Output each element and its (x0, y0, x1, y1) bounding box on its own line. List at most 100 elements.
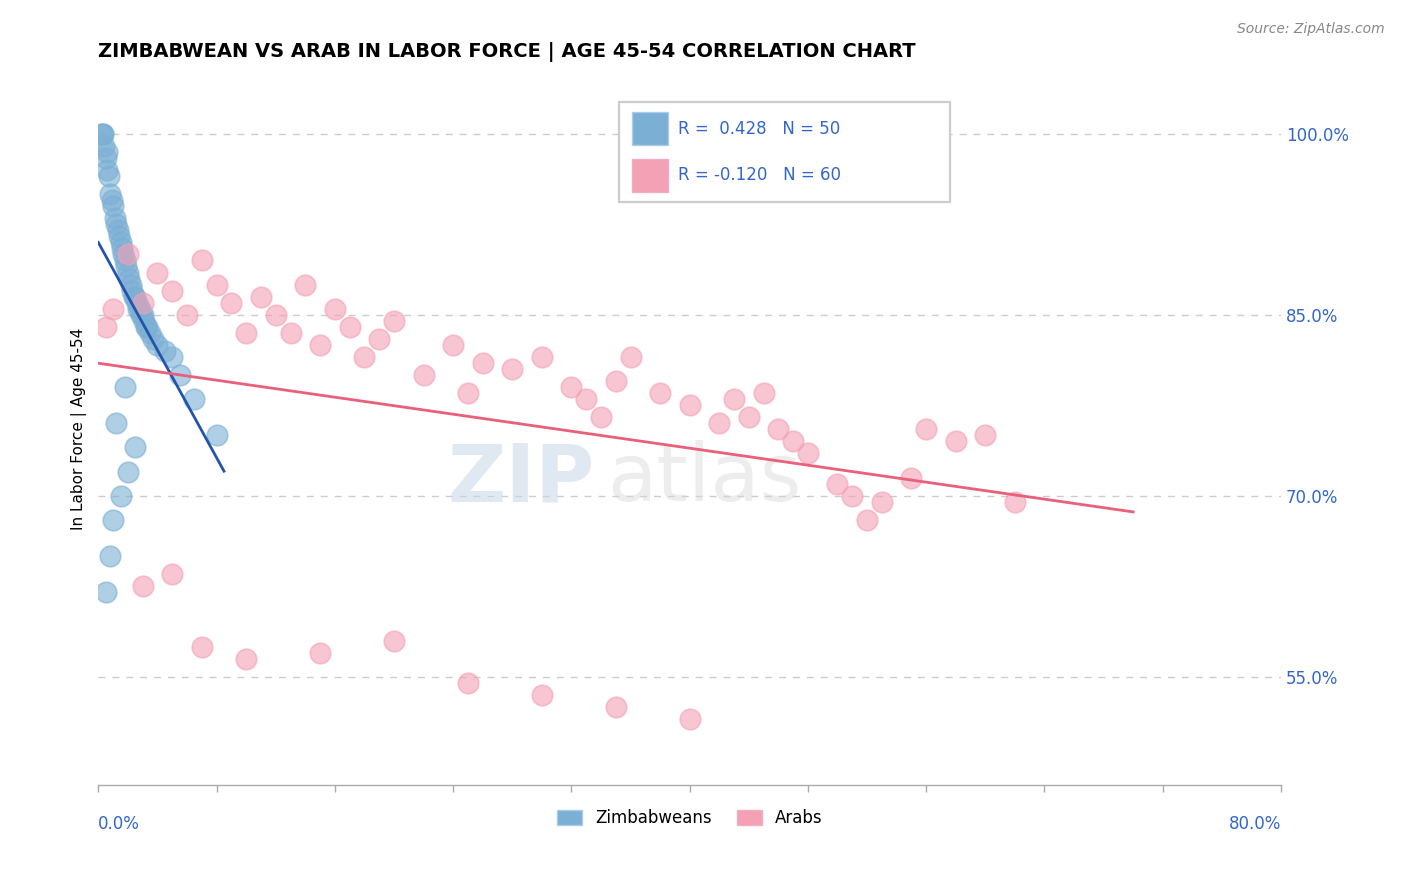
Point (679, 712, 702, 726)
Point (183, 392, 205, 407)
Point (679, 398, 702, 412)
Point (91, 127, 114, 141)
Point (134, 314, 156, 328)
Point (100, 193, 122, 207)
Point (146, 266, 169, 280)
Point (101, 513, 124, 527)
Point (648, 386, 671, 401)
Point (782, 434, 804, 449)
Point (162, 284, 184, 298)
Point (129, 308, 152, 322)
Point (235, 326, 257, 340)
Point (117, 247, 139, 261)
Legend: Zimbabweans, Arabs: Zimbabweans, Arabs (550, 803, 830, 834)
Point (114, 380, 136, 394)
Point (797, 446, 820, 460)
Point (97, 169, 120, 183)
Text: ZIP: ZIP (447, 440, 595, 518)
Point (136, 319, 159, 334)
Point (124, 290, 146, 304)
Point (105, 217, 128, 231)
Point (412, 368, 434, 382)
Point (441, 338, 464, 352)
Point (111, 241, 134, 255)
Point (309, 646, 332, 660)
Point (709, 417, 731, 431)
Point (121, 284, 143, 298)
Point (114, 253, 136, 268)
Point (264, 308, 287, 322)
Point (135, 319, 157, 334)
Point (118, 271, 141, 285)
Point (98, 549, 121, 563)
Point (94, 585, 117, 599)
Point (142, 332, 165, 346)
Point (221, 295, 243, 310)
Point (98, 187, 121, 202)
Point (382, 633, 405, 648)
Point (131, 579, 153, 593)
Point (110, 235, 132, 250)
Text: 0.0%: 0.0% (98, 815, 141, 833)
Point (530, 350, 553, 364)
Point (560, 380, 582, 394)
Point (280, 326, 302, 340)
Point (101, 199, 124, 213)
Point (575, 392, 598, 407)
Point (96, 163, 118, 178)
Point (139, 326, 162, 340)
Point (457, 386, 479, 401)
Point (128, 301, 150, 316)
Point (108, 229, 131, 244)
Point (191, 640, 214, 654)
Point (501, 362, 523, 376)
Point (176, 308, 198, 322)
Point (752, 386, 775, 401)
Point (768, 422, 790, 436)
Point (353, 350, 375, 364)
Point (117, 465, 139, 479)
Point (93, 138, 115, 153)
Point (1004, 495, 1026, 509)
Point (90, 127, 112, 141)
Point (827, 476, 849, 491)
Text: Source: ZipAtlas.com: Source: ZipAtlas.com (1237, 22, 1385, 37)
Point (91, 127, 114, 141)
Point (250, 290, 273, 304)
Point (945, 434, 967, 449)
Point (162, 350, 184, 364)
Point (169, 368, 191, 382)
Point (619, 350, 641, 364)
Point (127, 301, 149, 316)
Point (723, 392, 745, 407)
Y-axis label: In Labor Force | Age 45-54: In Labor Force | Age 45-54 (72, 328, 87, 531)
Point (122, 290, 145, 304)
Point (105, 417, 128, 431)
Point (104, 211, 127, 226)
Point (153, 343, 176, 358)
Point (112, 247, 135, 261)
Point (96, 145, 118, 159)
Text: ZIMBABWEAN VS ARAB IN LABOR FORCE | AGE 45-54 CORRELATION CHART: ZIMBABWEAN VS ARAB IN LABOR FORCE | AGE … (98, 42, 915, 62)
Point (94, 319, 117, 334)
Point (131, 308, 153, 322)
Point (94, 151, 117, 165)
Point (294, 277, 316, 292)
Point (605, 699, 627, 714)
Point (162, 567, 184, 582)
Point (115, 260, 138, 274)
Point (738, 410, 761, 425)
Point (125, 295, 148, 310)
Point (900, 470, 922, 484)
Point (124, 441, 146, 455)
Point (117, 266, 139, 280)
Point (870, 495, 893, 509)
Point (146, 338, 169, 352)
Point (382, 314, 405, 328)
Point (974, 428, 997, 442)
Point (589, 410, 612, 425)
Point (131, 295, 153, 310)
Point (191, 253, 214, 268)
Point (841, 489, 863, 503)
Point (471, 356, 494, 370)
